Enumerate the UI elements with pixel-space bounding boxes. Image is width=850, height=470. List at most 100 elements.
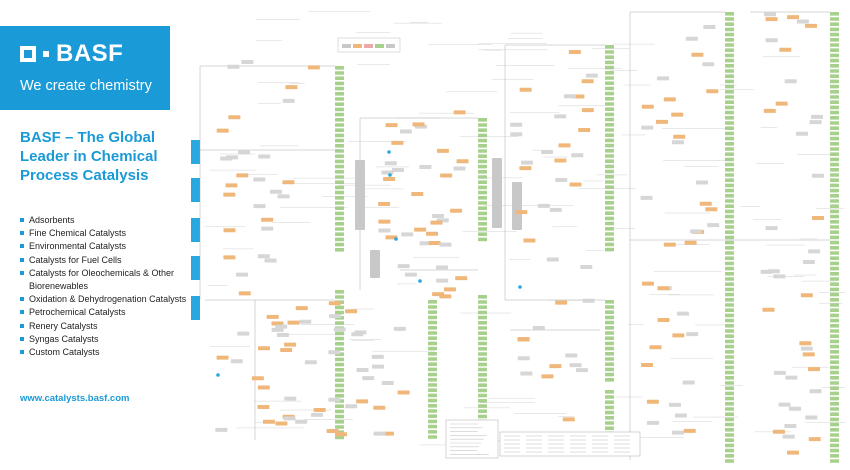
catalyst-node xyxy=(251,376,264,381)
category-item[interactable]: Catalysts for Fuel Cells xyxy=(20,254,195,267)
product-node xyxy=(725,100,734,104)
product-node xyxy=(605,232,614,236)
product-node xyxy=(725,136,734,141)
process-node xyxy=(381,380,394,385)
process-node xyxy=(253,177,266,182)
catalyst-node xyxy=(228,115,241,120)
product-node xyxy=(725,448,734,453)
product-node xyxy=(725,225,734,229)
product-node xyxy=(725,417,734,422)
product-node xyxy=(335,71,344,75)
product-node xyxy=(725,376,734,380)
process-node xyxy=(773,370,786,375)
product-node xyxy=(830,157,839,162)
product-node xyxy=(478,388,487,393)
product-node xyxy=(478,118,487,122)
catalyst-node xyxy=(578,127,591,132)
product-node xyxy=(335,196,344,200)
product-node xyxy=(478,362,487,367)
product-node xyxy=(335,414,344,419)
process-node xyxy=(795,131,808,136)
product-node xyxy=(605,175,614,179)
catalyst-node xyxy=(378,202,391,207)
catalyst-node xyxy=(266,314,279,319)
catalyst-node xyxy=(385,123,398,128)
product-node xyxy=(725,251,734,255)
catalyst-node xyxy=(787,15,800,20)
feedstock-node xyxy=(191,218,200,242)
product-node xyxy=(830,209,839,214)
website-link[interactable]: www.catalysts.basf.com xyxy=(20,393,130,404)
product-node xyxy=(335,97,344,101)
catalyst-node xyxy=(275,421,288,426)
product-node xyxy=(725,188,734,193)
process-node xyxy=(800,346,813,351)
catalyst-node xyxy=(671,112,684,117)
product-node xyxy=(830,235,839,240)
process-node xyxy=(546,257,559,262)
product-node xyxy=(335,154,344,158)
product-node xyxy=(830,204,839,208)
catalyst-node xyxy=(225,183,238,188)
product-node xyxy=(605,138,614,143)
product-node xyxy=(335,76,344,80)
category-item[interactable]: Custom Catalysts xyxy=(20,346,195,359)
product-node xyxy=(335,123,344,127)
product-node xyxy=(725,391,734,396)
product-node xyxy=(335,112,344,117)
product-node xyxy=(428,300,437,304)
product-node xyxy=(725,246,734,250)
product-node xyxy=(830,428,839,432)
process-node xyxy=(237,331,250,336)
category-item[interactable]: Fine Chemical Catalysts xyxy=(20,227,195,240)
product-node xyxy=(725,27,734,32)
product-node xyxy=(605,164,614,169)
marker-dot xyxy=(387,150,391,154)
catalyst-node xyxy=(779,47,792,52)
process-node xyxy=(532,326,545,331)
product-node xyxy=(605,149,614,153)
category-item[interactable]: Renery Catalysts xyxy=(20,320,195,333)
product-node xyxy=(725,438,734,442)
product-node xyxy=(830,116,839,120)
category-item[interactable]: Adsorbents xyxy=(20,214,195,227)
process-block xyxy=(355,160,365,230)
process-node xyxy=(674,413,687,418)
product-node xyxy=(725,402,734,406)
product-node xyxy=(830,443,839,448)
basf-logo[interactable]: BASF xyxy=(20,42,123,66)
catalyst-node xyxy=(455,276,468,281)
product-node xyxy=(605,97,614,101)
marker-dot xyxy=(216,373,220,377)
product-node xyxy=(605,305,614,309)
product-node xyxy=(478,336,487,341)
product-node xyxy=(830,277,839,281)
process-node xyxy=(685,36,698,41)
product-node xyxy=(605,341,614,346)
process-node xyxy=(569,363,582,368)
product-node xyxy=(830,230,839,234)
product-node xyxy=(830,58,839,63)
product-node xyxy=(725,355,734,359)
catalyst-node xyxy=(426,231,439,236)
product-node xyxy=(478,341,487,346)
process-node xyxy=(295,419,308,424)
category-item[interactable]: Oxidation & Dehydrogenation Catalysts xyxy=(20,293,195,306)
process-node xyxy=(565,353,578,358)
catalyst-node xyxy=(257,405,270,410)
product-node xyxy=(830,214,839,219)
catalyst-node xyxy=(775,101,788,106)
category-item[interactable]: Catalysts for Oleochemicals & Other Bior… xyxy=(20,267,195,293)
product-node xyxy=(830,360,839,364)
catalyst-node xyxy=(280,347,293,352)
product-node xyxy=(478,331,487,335)
product-node xyxy=(605,242,614,247)
category-item[interactable]: Petrochemical Catalysts xyxy=(20,306,195,319)
product-node xyxy=(335,388,344,393)
category-item[interactable]: Environmental Catalysts xyxy=(20,240,195,253)
category-item[interactable]: Syngas Catalysts xyxy=(20,333,195,346)
catalyst-node xyxy=(223,228,236,233)
catalyst-node xyxy=(772,429,785,434)
product-node xyxy=(725,324,734,328)
product-node xyxy=(428,352,437,356)
